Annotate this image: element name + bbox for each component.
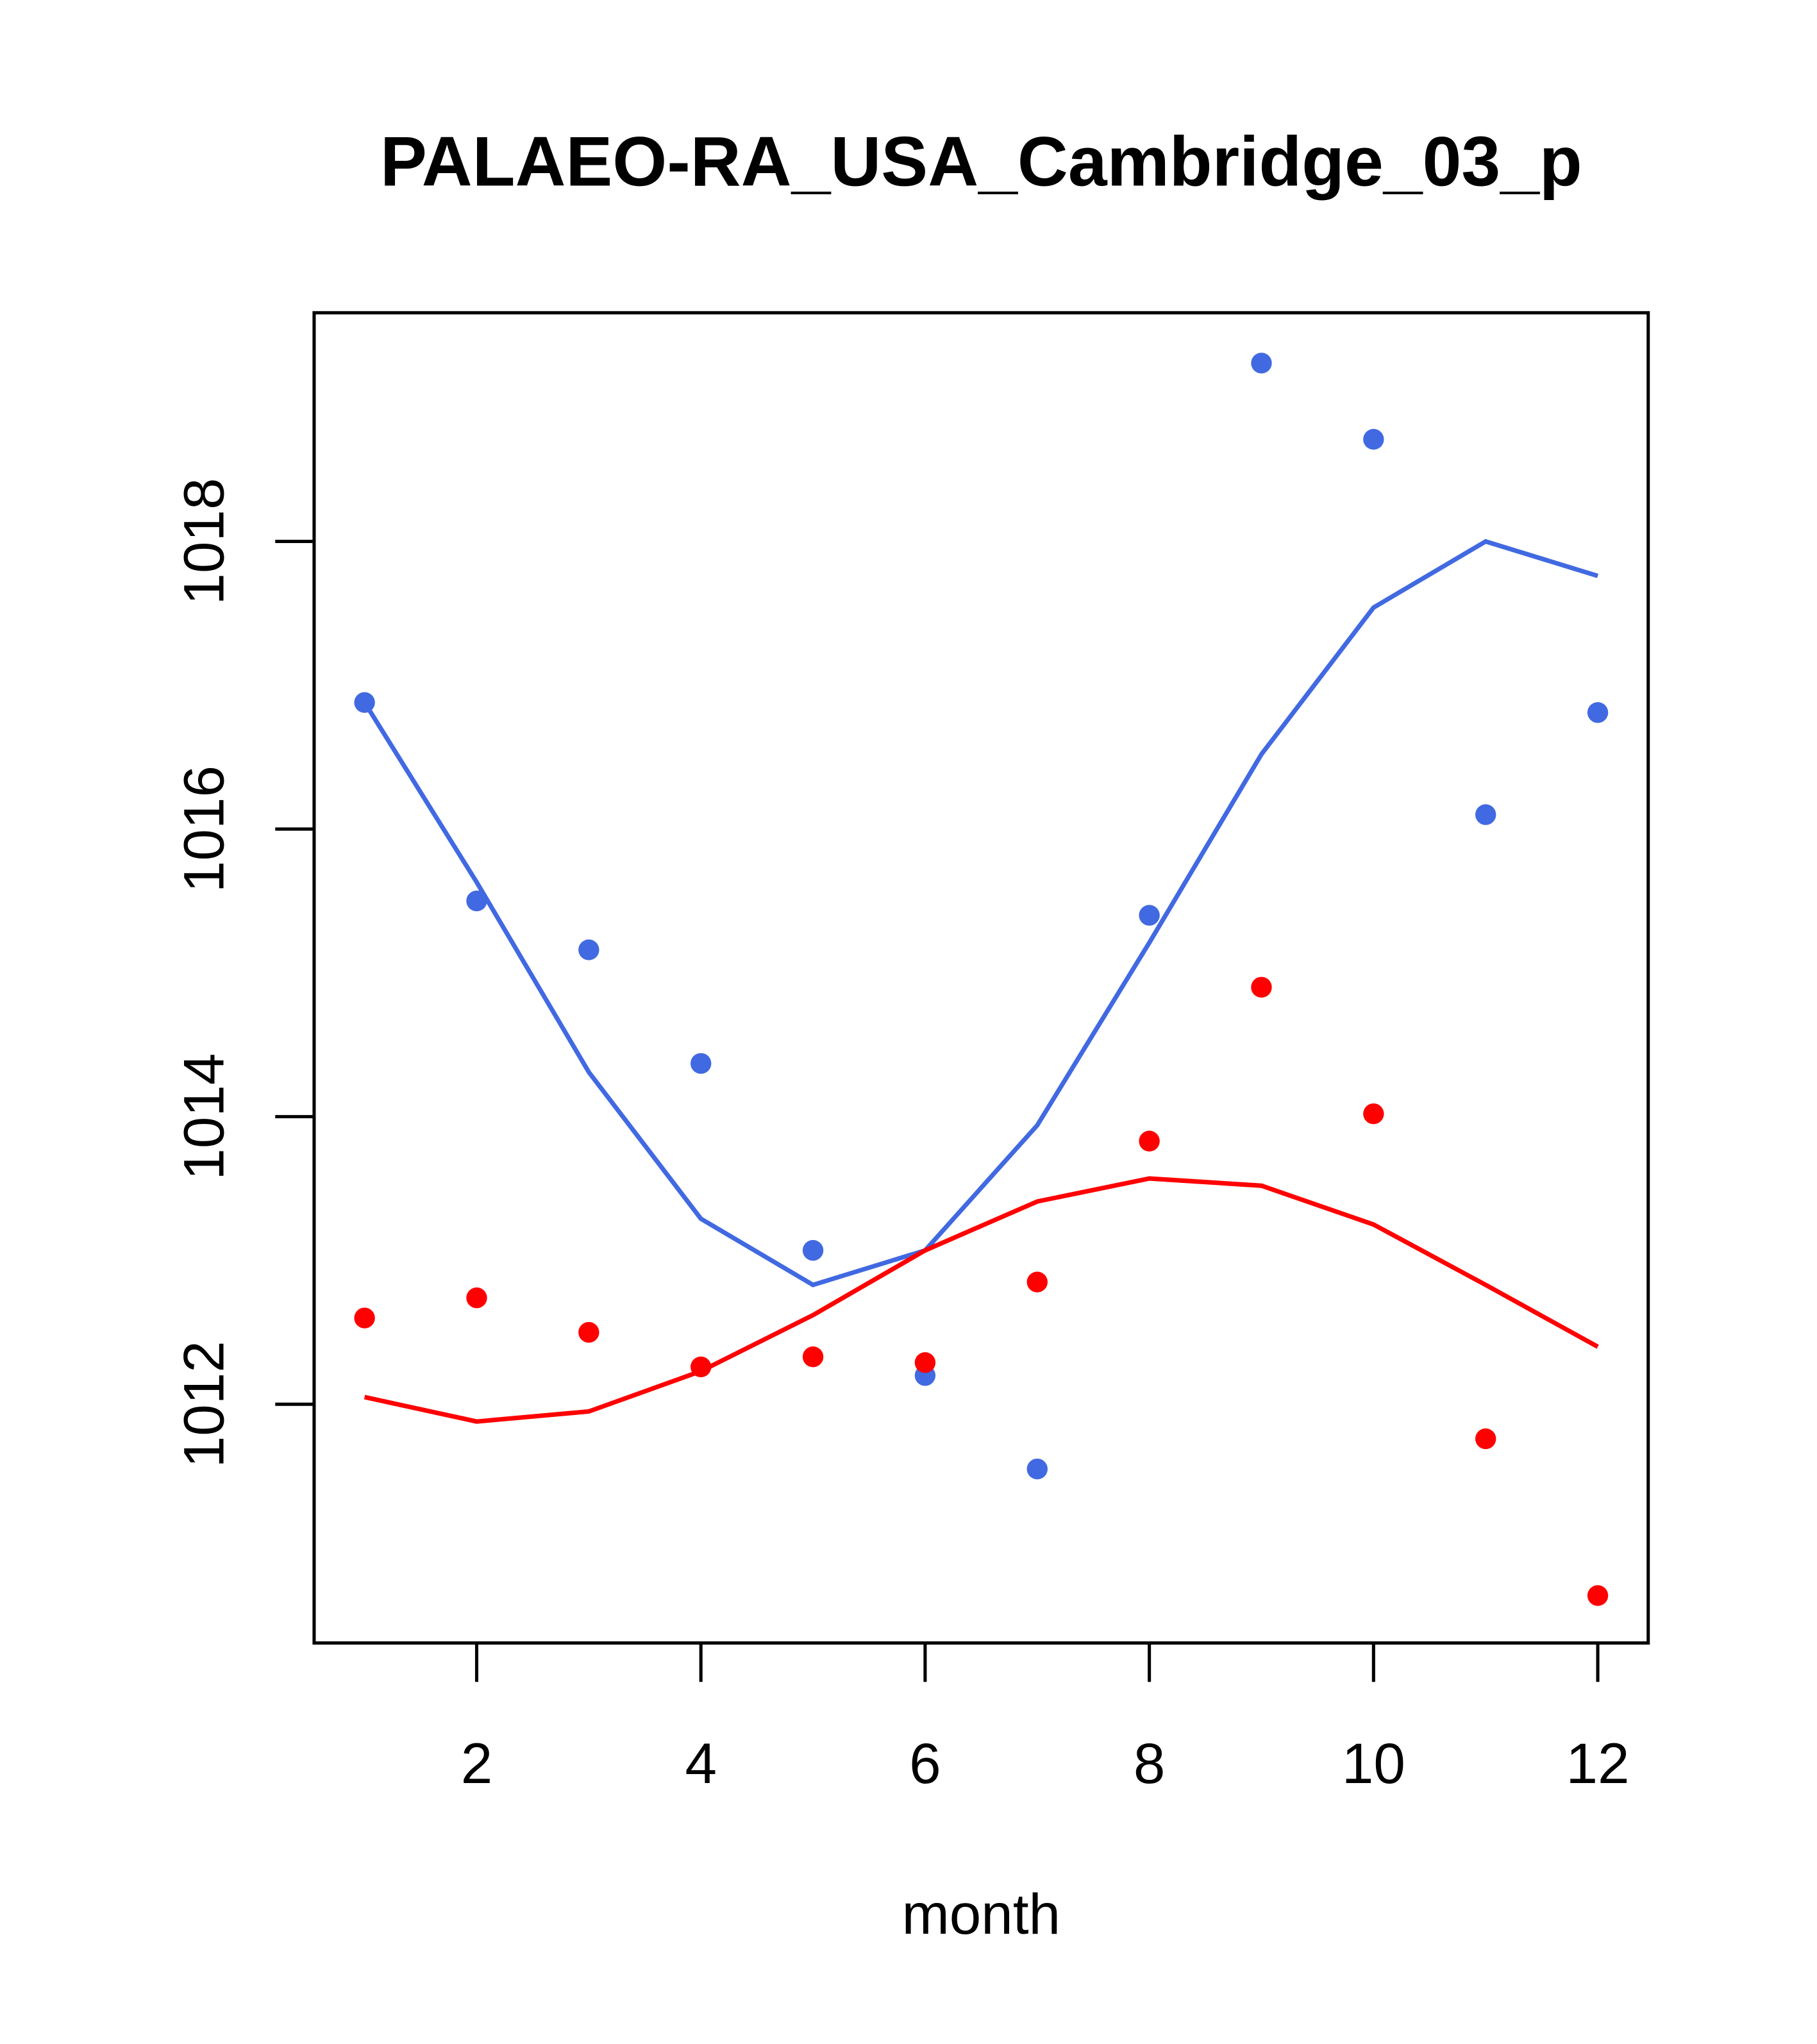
x-tick-label: 12	[1566, 1731, 1630, 1795]
y-tick-label: 1014	[171, 1053, 235, 1180]
red-points-point	[1139, 1130, 1160, 1152]
blue-points-point	[1251, 353, 1272, 374]
red-points-point	[914, 1352, 936, 1373]
blue-points-point	[1475, 804, 1496, 825]
x-axis: 2 4 6 8 10 12	[461, 1643, 1630, 1795]
series-layer	[354, 353, 1609, 1606]
red-points-point	[1251, 976, 1272, 998]
blue-points-point	[1139, 905, 1160, 926]
plot-frame	[312, 311, 1650, 1645]
blue-points-point	[1587, 702, 1609, 723]
x-axis-label: month	[902, 1882, 1061, 1946]
y-axis: 1012 1014 1016 1018	[171, 478, 314, 1468]
red-points-point	[1026, 1271, 1048, 1293]
blue-points-point	[691, 1053, 712, 1074]
blue-points-point	[1363, 429, 1384, 450]
chart-title: PALAEO-RA_USA_Cambridge_03_p	[380, 122, 1582, 201]
red-points-point	[466, 1287, 487, 1309]
red-points-point	[354, 1307, 375, 1328]
red-line-series	[364, 1176, 1599, 1424]
red-points-point	[1475, 1428, 1496, 1450]
red-points-point	[1587, 1585, 1609, 1606]
blue-points-point	[466, 890, 487, 912]
blue-points-point	[578, 939, 599, 960]
blue-points-point	[1026, 1458, 1048, 1480]
x-tick-label: 8	[1134, 1731, 1166, 1795]
red-points-point	[802, 1346, 824, 1368]
red-points-point	[1363, 1103, 1384, 1125]
y-tick-label: 1016	[171, 766, 235, 892]
y-tick-label: 1012	[171, 1341, 235, 1468]
x-tick-label: 2	[461, 1731, 493, 1795]
blue-line-series	[362, 539, 1599, 1287]
blue-points-point	[802, 1240, 824, 1261]
red-points-point	[578, 1321, 599, 1343]
x-tick-label: 6	[909, 1731, 941, 1795]
x-tick-label: 4	[685, 1731, 717, 1795]
x-tick-label: 10	[1342, 1731, 1405, 1795]
y-tick-label: 1018	[171, 478, 235, 605]
